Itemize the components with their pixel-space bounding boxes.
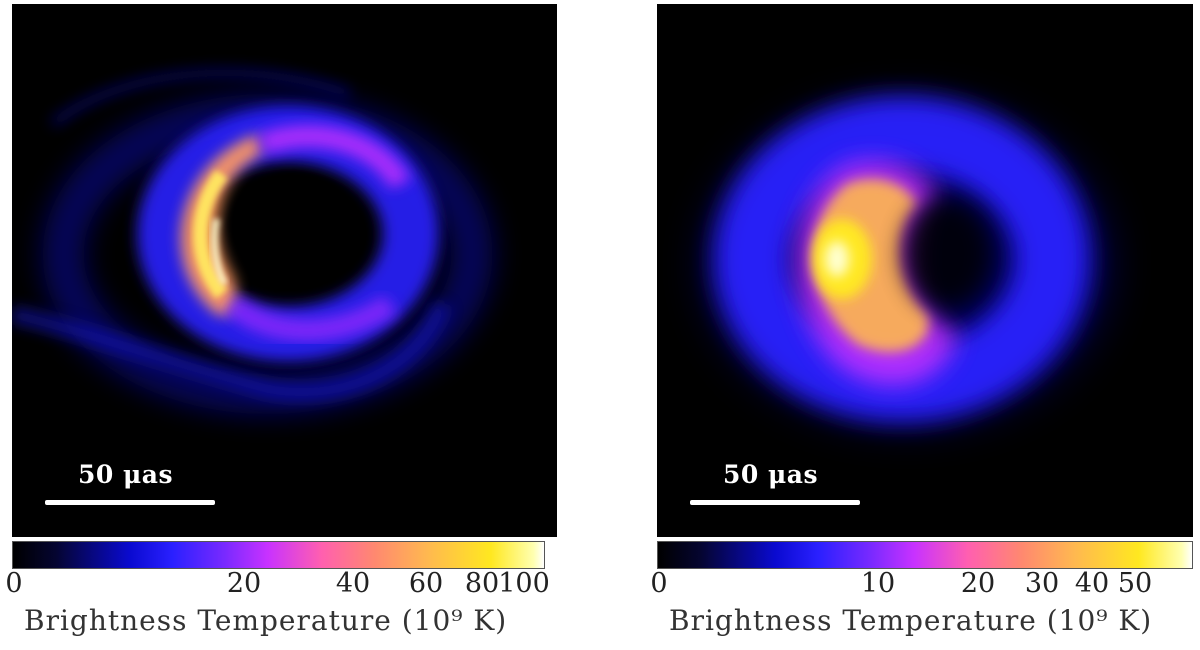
- left-ring-svg: [12, 4, 557, 537]
- right-scalebar: [690, 500, 860, 505]
- right-tick-10: 10: [860, 568, 896, 599]
- left-crescent-hot: [211, 218, 228, 286]
- left-magenta-arc: [258, 125, 411, 190]
- left-shadow: [229, 172, 357, 276]
- left-tick-60: 60: [408, 568, 444, 599]
- left-crescent-core: [193, 169, 228, 299]
- left-tick-80: 80: [464, 568, 500, 599]
- right-colorbar: [657, 541, 1193, 569]
- left-tick-40: 40: [335, 568, 371, 599]
- right-shadow: [902, 199, 992, 309]
- left-scalebar-label: 50 μas: [78, 460, 174, 489]
- left-magenta-arc-lower: [224, 294, 398, 342]
- right-ring-svg: [657, 4, 1193, 537]
- left-black-hole-image: [12, 4, 557, 537]
- right-panel: 50 μas 0 10 20 30 40 50 Brightness Tempe…: [650, 0, 1193, 650]
- right-black-hole-image: [657, 4, 1193, 537]
- left-tick-20: 20: [226, 568, 262, 599]
- left-tick-0: 0: [5, 568, 23, 599]
- left-colorbar: [12, 541, 545, 569]
- right-colorbar-label: Brightness Temperature (10⁹ K): [669, 604, 1153, 637]
- left-colorbar-label: Brightness Temperature (10⁹ K): [24, 604, 508, 637]
- right-tick-30: 30: [1024, 568, 1060, 599]
- left-panel: 50 μas 0 20 40 60 80 100 Brightness Temp…: [5, 0, 557, 650]
- left-scalebar: [45, 500, 215, 505]
- left-tick-100: 100: [498, 568, 550, 599]
- right-tick-40: 40: [1074, 568, 1110, 599]
- right-tick-0: 0: [650, 568, 668, 599]
- left-spiral-arm-upper: [49, 67, 352, 128]
- right-scalebar-label: 50 μas: [723, 460, 819, 489]
- left-spiral-arm: [12, 300, 451, 402]
- right-hot-core: [825, 241, 849, 277]
- right-tick-20: 20: [960, 568, 996, 599]
- right-tick-50: 50: [1117, 568, 1153, 599]
